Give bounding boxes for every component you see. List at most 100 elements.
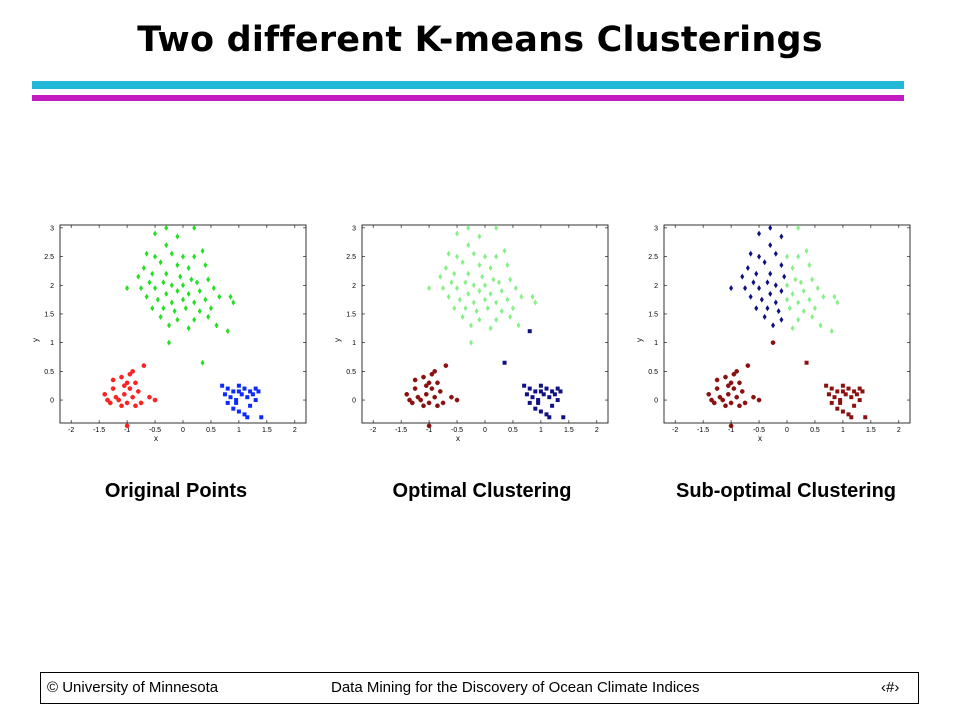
x-tick-label: 1 xyxy=(841,427,845,434)
data-point xyxy=(494,253,499,260)
y-tick-label: 0 xyxy=(654,398,658,405)
data-point xyxy=(835,389,840,394)
data-point xyxy=(751,394,756,400)
data-point xyxy=(742,400,748,406)
data-point xyxy=(796,224,801,231)
data-point xyxy=(449,394,454,400)
x-tick-label: 1.5 xyxy=(564,427,574,434)
data-point xyxy=(790,265,795,272)
data-point xyxy=(762,259,767,266)
data-point xyxy=(437,389,443,394)
data-point xyxy=(225,328,230,335)
data-point xyxy=(454,397,460,403)
data-point xyxy=(231,389,236,394)
data-point xyxy=(432,368,438,374)
data-point xyxy=(426,423,432,429)
data-point xyxy=(505,296,510,303)
data-point xyxy=(158,313,163,320)
x-tick-label: -1 xyxy=(728,427,734,434)
data-point xyxy=(779,262,784,269)
data-point xyxy=(211,285,216,292)
data-point xyxy=(779,288,784,294)
x-tick-label: 0 xyxy=(181,427,185,434)
data-point xyxy=(796,299,801,306)
data-point xyxy=(469,322,474,329)
data-point xyxy=(555,398,560,403)
data-point xyxy=(754,305,759,312)
data-point xyxy=(740,273,745,280)
data-point xyxy=(714,386,720,391)
data-point xyxy=(821,293,826,300)
data-point xyxy=(860,389,865,394)
y-axis-label: y xyxy=(635,338,644,342)
data-point xyxy=(854,392,859,397)
data-point xyxy=(762,313,767,320)
data-point xyxy=(206,276,211,283)
data-point xyxy=(236,383,241,388)
data-point xyxy=(418,397,424,403)
data-point xyxy=(488,265,493,272)
data-point xyxy=(438,273,443,280)
data-point xyxy=(446,250,451,257)
data-point xyxy=(743,285,748,292)
data-point xyxy=(810,276,815,283)
data-point xyxy=(421,403,426,409)
data-point xyxy=(231,406,236,411)
data-point xyxy=(829,386,834,391)
data-point xyxy=(522,383,527,388)
data-point xyxy=(815,285,820,292)
data-point xyxy=(217,293,222,300)
data-point xyxy=(471,282,476,289)
data-point xyxy=(415,394,421,400)
data-point xyxy=(754,270,759,277)
data-point xyxy=(105,397,110,403)
y-tick-label: 0.5 xyxy=(44,369,54,376)
data-point xyxy=(426,380,432,386)
data-point xyxy=(130,394,136,400)
data-point xyxy=(443,265,448,272)
data-point xyxy=(127,386,133,391)
x-tick-label: -1.5 xyxy=(395,427,407,434)
y-tick-label: 1.5 xyxy=(648,311,658,318)
data-point xyxy=(832,293,837,300)
data-point xyxy=(245,415,250,420)
data-point xyxy=(536,398,541,403)
data-point xyxy=(516,322,521,329)
data-point xyxy=(169,299,174,306)
caption-suboptimal-clustering: Sub-optimal Clustering xyxy=(676,480,896,502)
data-point xyxy=(771,322,776,329)
data-point xyxy=(502,360,507,365)
data-point xyxy=(787,305,792,312)
data-point xyxy=(731,386,737,391)
data-point xyxy=(125,285,130,292)
data-point xyxy=(711,400,717,406)
data-point xyxy=(167,322,172,329)
data-point xyxy=(455,285,460,292)
data-point xyxy=(807,262,812,269)
x-tick-label: -1 xyxy=(124,427,130,434)
data-point xyxy=(208,305,213,312)
data-point xyxy=(228,293,233,300)
data-point xyxy=(728,380,734,386)
footer-page-number: ‹#› xyxy=(881,679,900,696)
data-point xyxy=(175,262,180,269)
data-point xyxy=(731,371,737,377)
data-point xyxy=(477,262,482,269)
data-point xyxy=(798,279,803,286)
data-point xyxy=(153,230,158,237)
data-point xyxy=(757,230,762,237)
data-point xyxy=(441,285,446,292)
data-point xyxy=(728,423,734,429)
x-tick-label: -0.5 xyxy=(149,427,161,434)
data-point xyxy=(734,368,740,374)
data-point xyxy=(796,316,801,323)
data-point xyxy=(804,360,809,365)
data-point xyxy=(496,279,501,286)
data-point xyxy=(259,415,264,420)
data-point xyxy=(835,406,840,411)
data-point xyxy=(477,288,482,294)
data-point xyxy=(536,400,541,405)
data-point xyxy=(756,397,762,403)
data-point xyxy=(107,400,113,406)
data-point xyxy=(167,339,172,346)
